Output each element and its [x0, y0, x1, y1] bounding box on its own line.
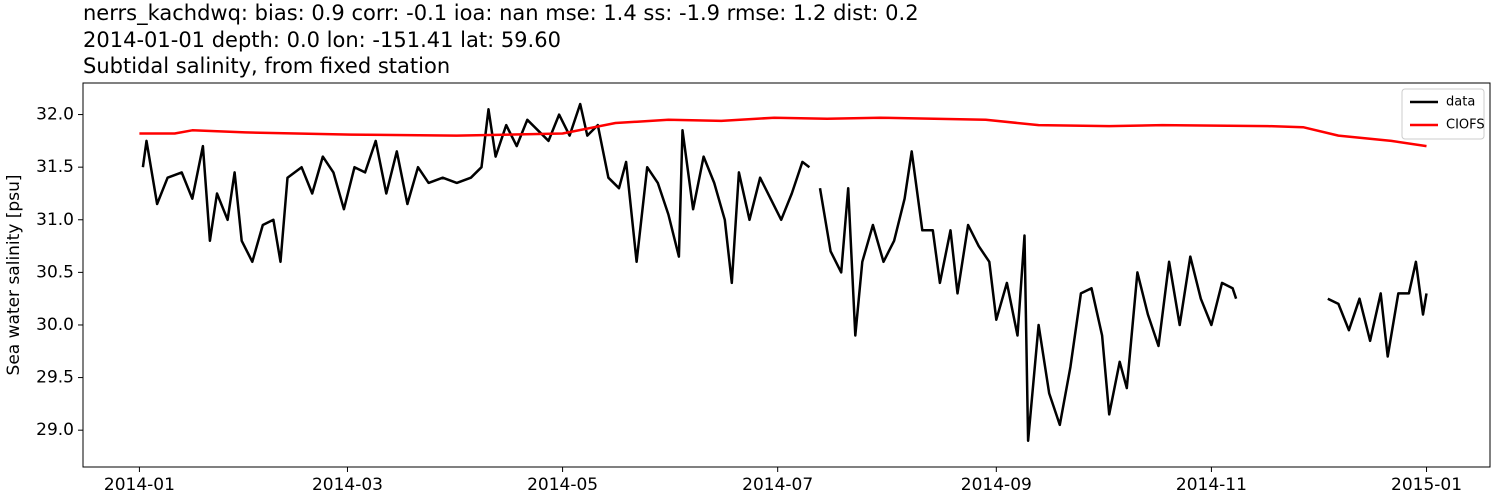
- y-tick-label: 32.0: [36, 105, 74, 125]
- x-tick-label: 2014-09: [961, 475, 1032, 495]
- x-tick-label: 2015-01: [1391, 475, 1462, 495]
- legend-label: CIOFS: [1446, 118, 1485, 133]
- y-tick-label: 31.0: [36, 210, 74, 230]
- plot-frame: [82, 82, 1491, 468]
- series-line: [141, 102, 1428, 442]
- y-tick-label: 29.5: [36, 368, 74, 388]
- x-tick-label: 2014-01: [104, 475, 175, 495]
- x-tick-label: 2014-05: [527, 475, 598, 495]
- y-tick-label: 31.5: [36, 157, 74, 177]
- x-tick-label: 2014-11: [1176, 475, 1247, 495]
- y-tick-label: 30.5: [36, 262, 74, 282]
- legend-label: data: [1446, 95, 1475, 110]
- x-tick-label: 2014-07: [742, 475, 813, 495]
- title-line: 2014-01-01 depth: 0.0 lon: -151.41 lat: …: [83, 28, 561, 52]
- y-tick-label: 30.0: [36, 315, 74, 335]
- title-line: nerrs_kachdwq: bias: 0.9 corr: -0.1 ioa:…: [83, 1, 919, 26]
- y-axis-label: Sea water salinity [psu]: [4, 175, 24, 376]
- title-line: Subtidal salinity, from fixed station: [83, 54, 450, 78]
- y-tick-label: 29.0: [36, 420, 74, 440]
- x-tick-label: 2014-03: [312, 475, 383, 495]
- series-line: [139, 116, 1427, 148]
